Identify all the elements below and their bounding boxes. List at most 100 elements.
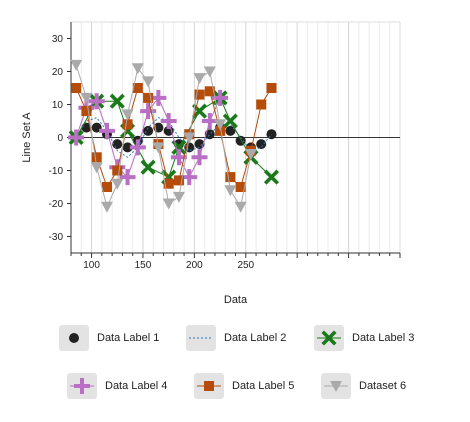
x-tick-label: 200 — [186, 260, 203, 271]
legend-item[interactable]: Data Label 1 — [59, 324, 159, 352]
y-tick-label: 0 — [57, 133, 63, 144]
legend-label: Data Label 4 — [105, 380, 168, 392]
series-6 — [70, 59, 257, 213]
data-point — [235, 182, 246, 192]
legend-label: Data Label 1 — [97, 332, 160, 344]
data-point — [101, 182, 112, 192]
data-point — [256, 139, 267, 150]
legend-swatch — [67, 373, 97, 399]
data-point — [142, 76, 155, 88]
axes — [67, 21, 401, 258]
data-point — [143, 92, 154, 103]
legend-item[interactable]: Dataset 6 — [321, 372, 406, 400]
data-point — [100, 201, 113, 213]
data-point — [132, 83, 143, 93]
legend-label: Data Label 3 — [352, 332, 415, 344]
legend-label: Data Label 2 — [224, 332, 287, 344]
series-layer — [68, 59, 280, 213]
data-point — [225, 172, 236, 183]
data-point — [191, 149, 208, 166]
legend-label: Data Label 5 — [232, 380, 295, 392]
data-point — [204, 86, 215, 97]
data-point — [71, 83, 82, 93]
y-tick-label: -20 — [49, 199, 64, 210]
data-point — [183, 132, 196, 144]
data-point — [256, 99, 267, 110]
series-line — [75, 97, 272, 178]
legend-swatch — [59, 325, 89, 351]
y-tick-label: 10 — [52, 100, 64, 111]
legend-item[interactable]: Data Label 3 — [314, 324, 414, 352]
data-point — [70, 59, 83, 71]
y-tick-label: 20 — [52, 67, 64, 78]
series-line — [75, 64, 252, 209]
data-point — [150, 89, 167, 106]
data-point — [212, 89, 229, 106]
data-point — [162, 198, 175, 210]
chart-svg: -30 -20 -10 0 10 20 30 100 150 200 250 Data Line S… — [21, 21, 401, 306]
data-point — [109, 93, 125, 109]
data-point — [222, 113, 238, 129]
data-point — [131, 63, 144, 75]
legend-swatch — [194, 373, 224, 399]
legend-item[interactable]: Data Label 2 — [186, 324, 286, 352]
data-point — [81, 106, 92, 117]
x-tick-label: 150 — [135, 260, 152, 271]
legend-swatch — [321, 373, 351, 399]
legend-marker — [69, 333, 79, 343]
legend-item[interactable]: Data Label 5 — [194, 372, 294, 400]
legend-swatch — [314, 325, 344, 351]
data-point — [81, 122, 92, 133]
data-point — [225, 125, 236, 136]
data-point — [112, 165, 123, 176]
y-tick-label: 30 — [52, 34, 64, 45]
data-point — [266, 83, 277, 93]
data-point — [143, 125, 154, 136]
data-point — [194, 89, 205, 100]
x-tick-label: 250 — [237, 260, 254, 271]
data-point — [122, 142, 133, 153]
data-point — [90, 162, 103, 174]
data-point — [170, 149, 187, 166]
data-point — [215, 125, 226, 136]
data-point — [193, 73, 206, 85]
x-tick-label: 100 — [83, 260, 100, 271]
data-point — [194, 139, 205, 150]
data-point — [119, 169, 136, 186]
chart-legend: Data Label 1 Data Label 2 Data Label 3 Data… — [0, 318, 470, 418]
data-point — [204, 129, 215, 140]
data-point — [140, 159, 156, 175]
tick-labels: -30 -20 -10 0 10 20 30 100 150 200 250 — [49, 34, 255, 271]
data-point — [111, 178, 124, 190]
data-point — [163, 178, 174, 189]
data-point — [214, 119, 227, 131]
data-point — [122, 119, 133, 130]
x-axis-title: Data — [224, 294, 248, 306]
y-tick-label: -30 — [49, 232, 64, 243]
data-point — [129, 139, 146, 156]
y-axis-title: Line Set A — [21, 112, 33, 163]
data-point — [244, 149, 257, 160]
legend-item[interactable]: Data Label 4 — [67, 372, 167, 400]
data-point — [234, 201, 247, 213]
data-point — [263, 169, 280, 185]
legend-swatch — [186, 325, 216, 351]
data-point — [173, 175, 184, 186]
legend-marker — [74, 378, 90, 394]
data-point — [235, 135, 246, 146]
y-tick-label: -10 — [49, 166, 64, 177]
data-point — [68, 129, 85, 146]
data-point — [98, 122, 115, 139]
legend-marker — [330, 381, 342, 392]
legend-marker — [321, 330, 337, 346]
legend-marker — [204, 381, 214, 391]
data-point — [140, 103, 157, 120]
data-point — [172, 191, 185, 203]
data-point — [201, 113, 218, 129]
data-point — [88, 93, 105, 110]
data-point — [152, 142, 165, 154]
data-point — [224, 185, 237, 197]
data-point — [80, 92, 93, 104]
data-point — [203, 66, 216, 78]
legend-label: Dataset 6 — [359, 380, 407, 392]
